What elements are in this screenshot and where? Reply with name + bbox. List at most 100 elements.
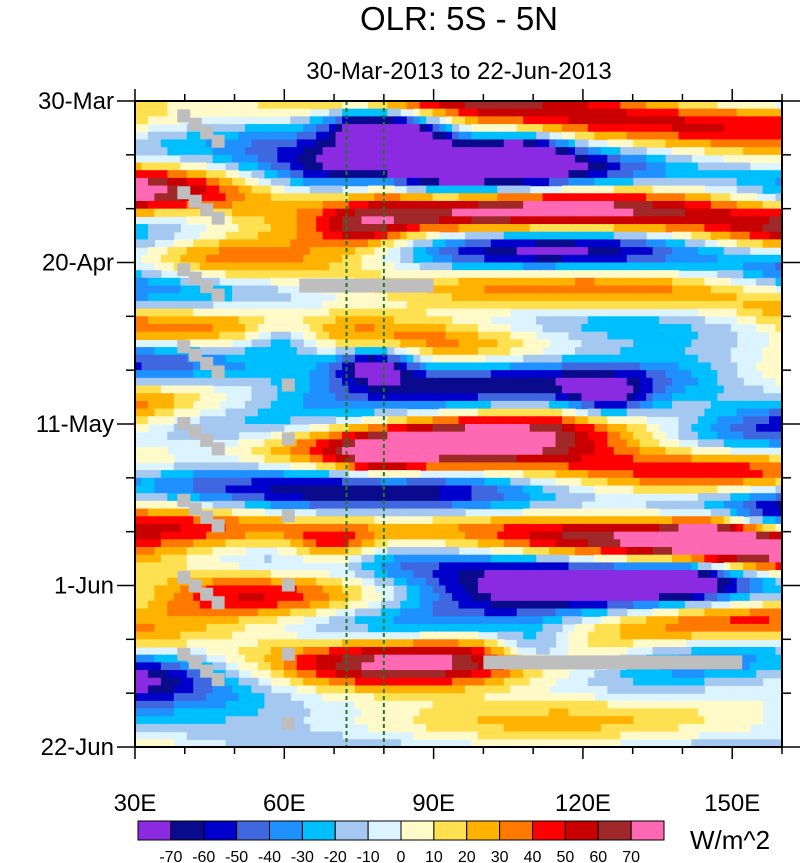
field-cell (452, 362, 460, 371)
field-cell (490, 393, 498, 402)
field-cell (775, 331, 782, 340)
field-cell (769, 439, 777, 448)
field-cell (413, 470, 421, 479)
field-cell (697, 293, 705, 302)
field-cell (484, 347, 492, 356)
field-cell (581, 493, 589, 502)
field-cell (135, 300, 143, 310)
field-cell (374, 216, 382, 225)
field-cell (413, 308, 421, 317)
field-cell (600, 454, 608, 464)
field-cell (167, 147, 175, 156)
field-cell (613, 477, 621, 487)
field-cell (329, 331, 337, 340)
field-cell (678, 285, 686, 294)
field-cell (600, 470, 608, 479)
field-cell (665, 262, 673, 271)
field-cell (717, 300, 725, 310)
field-cell (322, 124, 330, 133)
field-cell (393, 431, 401, 440)
field-cell (452, 177, 460, 187)
field-cell (283, 316, 291, 325)
field-cell (633, 231, 641, 241)
field-cell (264, 139, 272, 148)
field-cell (536, 462, 544, 471)
field-cell (322, 316, 330, 325)
field-cell (503, 516, 511, 525)
field-cell (135, 224, 143, 233)
field-cell (445, 347, 453, 356)
field-cell (613, 231, 621, 241)
field-cell (613, 416, 621, 425)
field-cell (432, 347, 440, 356)
field-cell (180, 254, 188, 264)
field-cell (574, 385, 583, 394)
field-cell (652, 454, 660, 464)
field-cell (277, 162, 285, 171)
field-cell (419, 339, 427, 348)
field-cell (555, 431, 563, 440)
field-cell (154, 447, 162, 456)
field-cell (581, 423, 589, 433)
field-cell (743, 239, 751, 248)
field-cell (335, 454, 343, 464)
field-cell (464, 500, 473, 510)
field-cell (652, 185, 660, 194)
field-cell (193, 101, 201, 110)
field-cell (510, 416, 518, 425)
field-cell (232, 516, 240, 525)
field-cell (147, 116, 156, 125)
field-cell (219, 431, 227, 440)
field-cell (367, 416, 375, 425)
field-cell (193, 523, 201, 533)
field-cell (490, 385, 498, 394)
field-cell (232, 177, 240, 187)
field-cell (277, 324, 285, 333)
field-cell (225, 239, 233, 248)
field-cell (413, 462, 421, 471)
field-cell (225, 470, 233, 479)
field-cell (710, 347, 718, 356)
field-cell (736, 385, 744, 394)
field-cell (367, 154, 375, 164)
field-cell (439, 462, 447, 471)
field-cell (659, 347, 667, 356)
field-cell (581, 116, 589, 125)
field-cell (503, 216, 511, 225)
field-cell (309, 270, 317, 279)
field-cell (477, 108, 485, 117)
field-cell (594, 277, 602, 287)
field-cell (659, 262, 667, 271)
field-cell (225, 308, 233, 317)
field-cell (620, 270, 628, 279)
field-cell (290, 477, 298, 487)
field-cell (244, 231, 253, 241)
field-cell (426, 154, 434, 164)
field-cell (639, 101, 647, 110)
field-cell (762, 416, 770, 425)
field-cell (646, 485, 654, 494)
field-cell (704, 247, 712, 256)
field-cell (562, 208, 570, 217)
field-cell (639, 462, 647, 471)
field-cell (419, 270, 427, 279)
field-cell (180, 177, 188, 187)
field-cell (135, 377, 143, 387)
field-cell (329, 423, 337, 433)
field-cell (639, 354, 647, 364)
field-cell (135, 293, 143, 302)
field-cell (277, 493, 285, 502)
field-cell (665, 247, 673, 256)
field-cell (717, 477, 725, 487)
field-cell (393, 331, 401, 340)
field-cell (406, 377, 414, 387)
field-cell (257, 254, 265, 264)
field-cell (497, 139, 505, 148)
field-cell (400, 339, 408, 348)
field-cell (135, 308, 143, 317)
field-cell (206, 231, 214, 241)
field-cell (193, 139, 201, 148)
field-cell (147, 493, 156, 502)
field-cell (536, 370, 544, 379)
field-cell (626, 270, 634, 279)
